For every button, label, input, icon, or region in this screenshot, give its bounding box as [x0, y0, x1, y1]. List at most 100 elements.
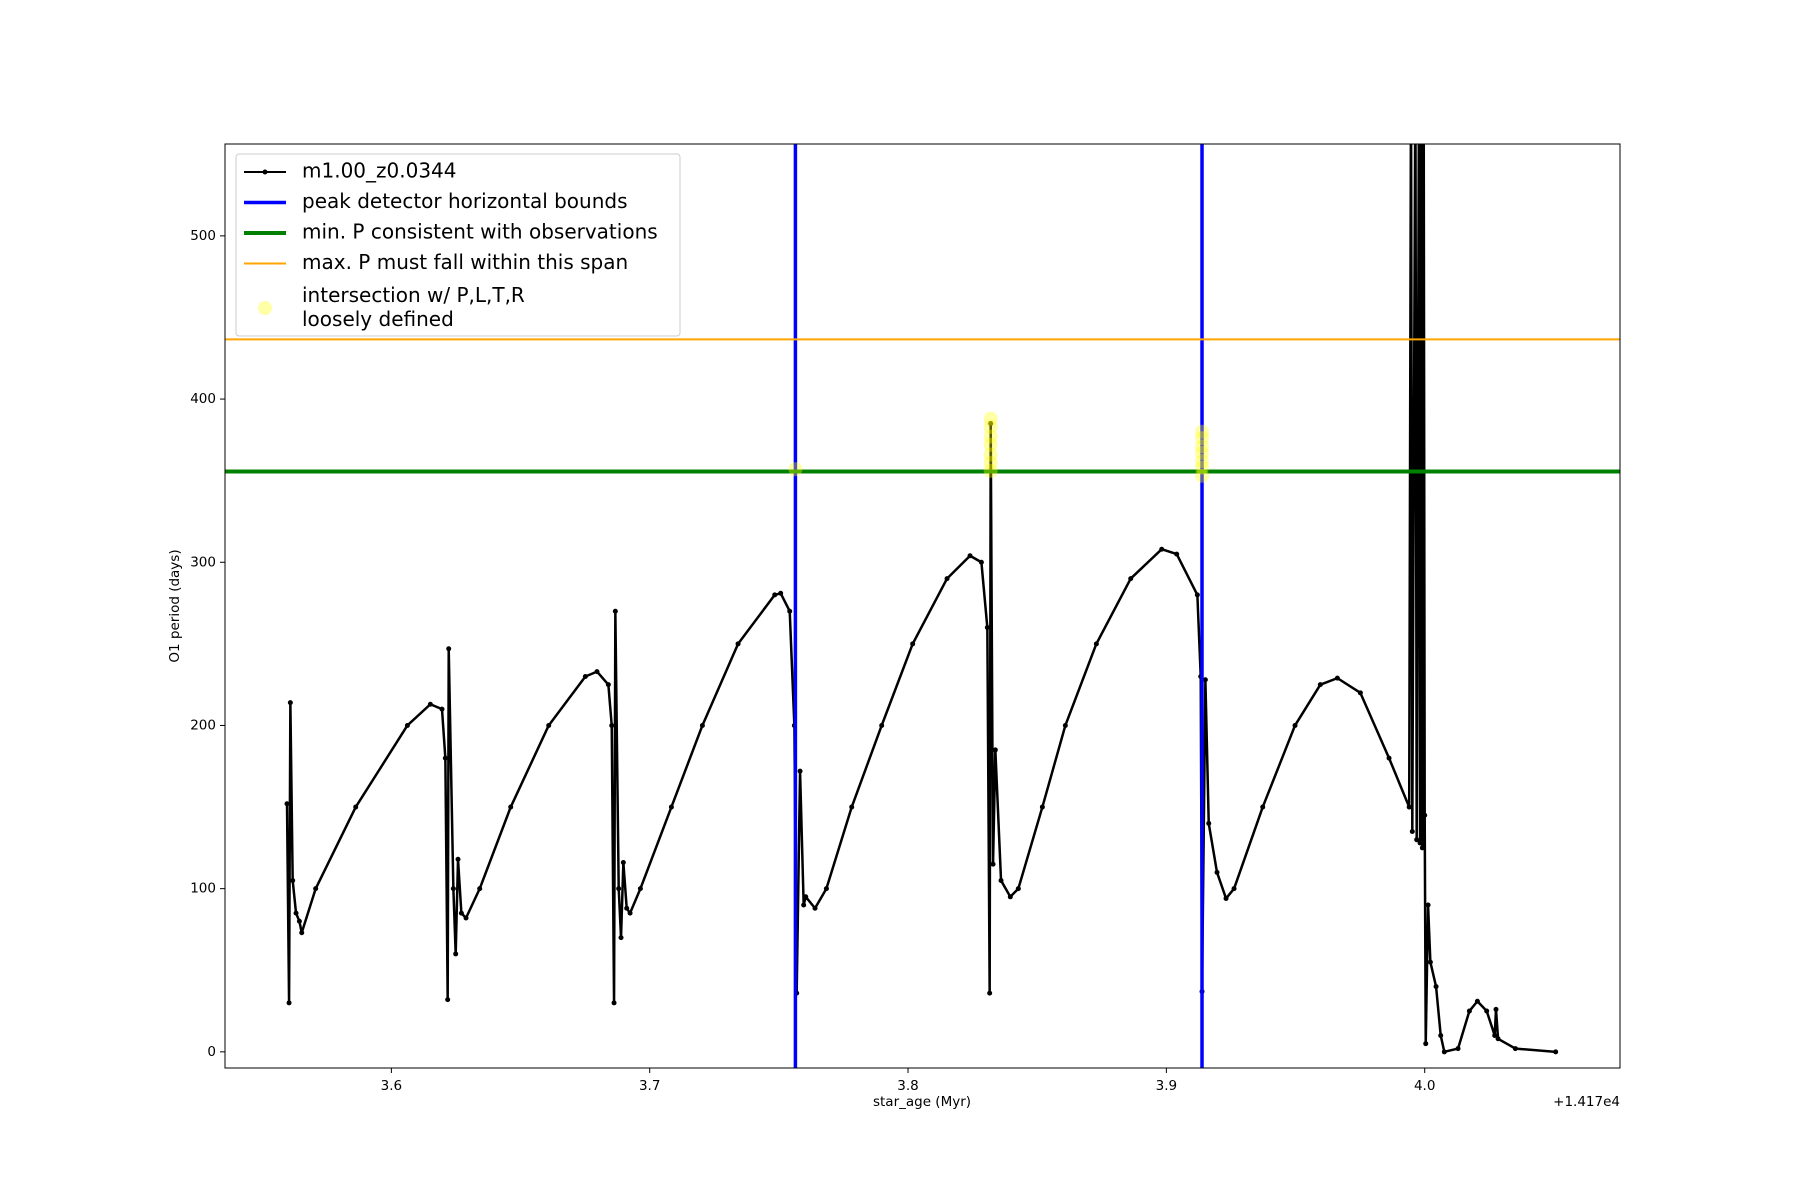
series-marker — [1414, 837, 1420, 843]
series-marker — [772, 592, 778, 598]
overlay: 3.6 3.7 3.8 3.9 4.0 0 100 200 300 400 500 m1.00_z0.… — [190, 153, 1435, 1094]
series-marker — [1492, 1033, 1498, 1039]
series-marker — [1194, 592, 1200, 598]
series-marker — [463, 915, 469, 921]
series-marker — [735, 641, 741, 647]
scatter-point — [1195, 454, 1210, 469]
series-marker — [616, 886, 622, 892]
scatter-point — [983, 455, 998, 470]
series-marker — [1425, 902, 1431, 908]
series-marker — [1334, 675, 1340, 681]
series-marker — [455, 856, 461, 862]
series-marker — [797, 768, 803, 774]
series-marker — [618, 935, 624, 941]
series-marker — [1406, 804, 1412, 810]
series-marker — [944, 576, 950, 582]
legend-box — [235, 153, 681, 337]
legend-label: max. P must fall within this span — [302, 250, 628, 274]
series-marker — [699, 722, 705, 728]
series-marker — [1214, 869, 1220, 875]
series-marker — [812, 905, 818, 911]
series-marker — [998, 877, 1004, 883]
series-marker — [627, 910, 633, 916]
series-marker — [594, 669, 600, 675]
series-marker — [978, 559, 984, 565]
series-marker — [967, 553, 973, 559]
series-marker — [442, 755, 448, 761]
series-marker — [612, 608, 618, 614]
legend-label: peak detector horizontal bounds — [302, 189, 628, 213]
series-marker — [1438, 1033, 1444, 1039]
y-tick-label: 500 — [190, 228, 216, 244]
series-marker — [293, 910, 299, 916]
series-marker — [1223, 895, 1229, 901]
series-line — [285, 144, 1556, 1054]
scatter-point — [1195, 468, 1210, 483]
series-marker — [299, 930, 305, 936]
scatter-point — [983, 419, 998, 434]
series-marker — [427, 701, 433, 707]
series-marker — [1466, 1008, 1472, 1014]
series-marker — [990, 861, 996, 867]
series-marker — [823, 886, 829, 892]
series-marker — [1357, 690, 1363, 696]
series-marker — [879, 722, 885, 728]
series-marker — [290, 877, 296, 883]
series-marker — [849, 804, 855, 810]
series-marker — [458, 910, 464, 916]
scatter-point — [1195, 424, 1210, 439]
x-tick-label: 3.9 — [1156, 1078, 1177, 1094]
legend-label: intersection w/ P,L,T,R loosely defined — [302, 283, 525, 331]
series-marker — [609, 722, 615, 728]
x-tick-label: 3.8 — [897, 1078, 918, 1094]
scatter-point — [788, 462, 803, 477]
series-marker — [1474, 998, 1480, 1004]
series-marker — [286, 1000, 292, 1006]
series-marker — [1292, 722, 1298, 728]
series-marker — [1206, 820, 1212, 826]
series-marker — [287, 700, 293, 706]
x-tick-label: 3.6 — [381, 1078, 402, 1094]
series-marker — [477, 886, 483, 892]
series-marker — [353, 804, 359, 810]
series-marker — [1493, 1006, 1499, 1012]
legend-label: m1.00_z0.0344 — [302, 159, 457, 183]
scatter-point — [983, 447, 998, 462]
series-marker — [787, 608, 793, 614]
scatter-point — [983, 463, 998, 478]
series-marker — [1128, 576, 1134, 582]
legend-marker — [258, 301, 272, 315]
series-marker — [1260, 804, 1266, 810]
series-marker — [1007, 894, 1013, 900]
series-marker — [1419, 845, 1425, 851]
legend-marker — [262, 169, 268, 175]
series-marker — [987, 990, 993, 996]
series-marker — [1484, 1008, 1490, 1014]
series-marker — [1093, 641, 1099, 647]
series-marker — [605, 682, 611, 688]
y-tick-label: 300 — [190, 554, 216, 570]
series-marker — [992, 747, 998, 753]
y-tick-label: 400 — [190, 391, 216, 407]
scatter-point — [1195, 445, 1210, 460]
series-marker — [1427, 959, 1433, 965]
series-marker — [1422, 812, 1428, 818]
series-marker — [1317, 682, 1323, 688]
series-marker — [803, 894, 809, 900]
series-marker — [1441, 1049, 1447, 1055]
legend-label: min. P consistent with observations — [302, 220, 658, 244]
series-marker — [1417, 840, 1423, 846]
x-offset-label: +1.417e4 — [1553, 1094, 1620, 1110]
x-tick-label: 4.0 — [1414, 1078, 1435, 1094]
scatter-point — [1195, 460, 1210, 475]
series-marker — [546, 722, 552, 728]
series-marker — [637, 886, 643, 892]
plot-area — [225, 144, 1620, 1068]
series-marker — [450, 886, 456, 892]
scatter-point — [1195, 439, 1210, 454]
series-marker — [296, 918, 302, 924]
series-marker — [453, 951, 459, 957]
series-marker — [910, 641, 916, 647]
series-marker — [778, 590, 784, 596]
